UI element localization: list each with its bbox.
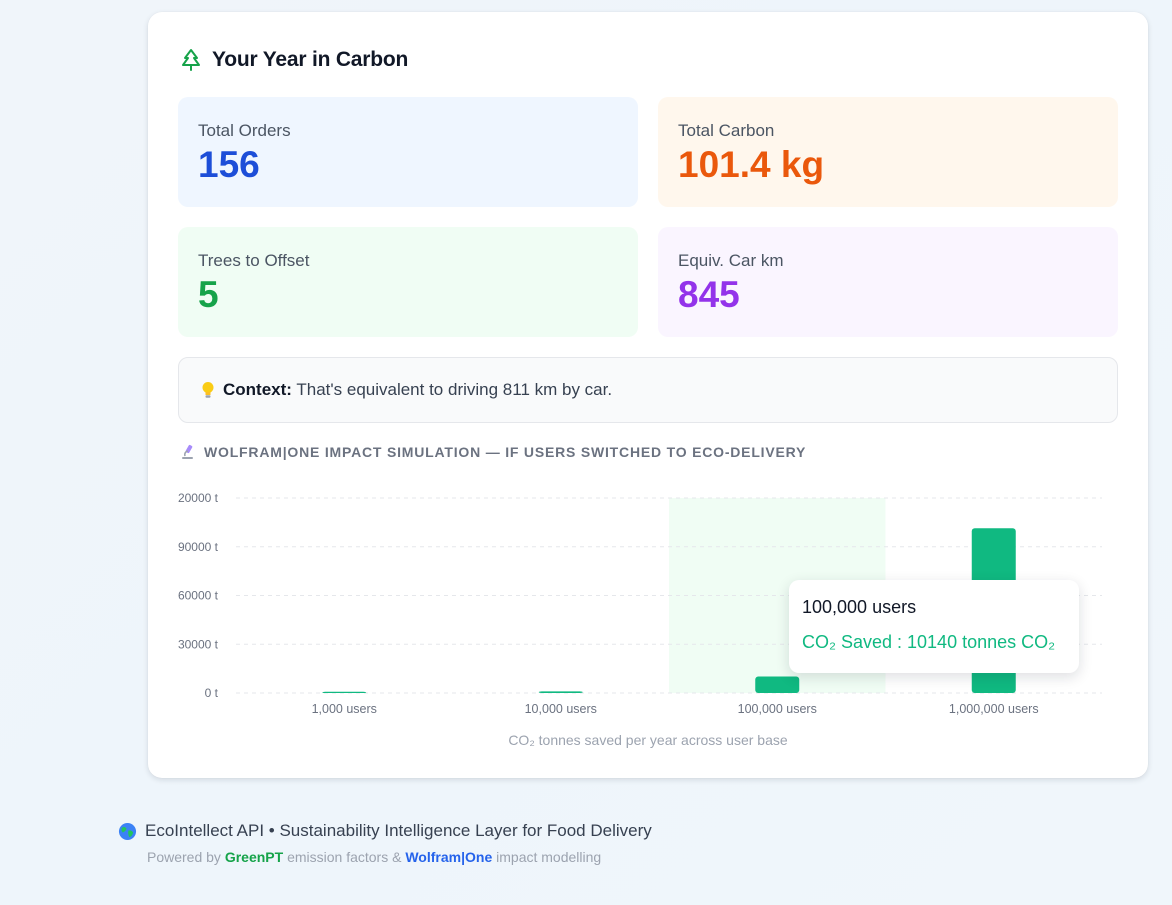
stat-value: 5: [198, 274, 219, 315]
stat-trees-to-offset: Trees to Offset 5: [178, 227, 638, 337]
stat-label: Total Orders: [198, 121, 291, 140]
stat-total-carbon: Total Carbon 101.4 kg: [658, 97, 1118, 207]
card-title: Your Year in Carbon: [212, 48, 409, 71]
tree-icon: [182, 49, 200, 71]
credits-suffix: impact modelling: [492, 849, 602, 865]
footer-title-row: EcoIntellect API • Sustainability Intell…: [118, 821, 652, 841]
stat-value: 156: [198, 144, 260, 185]
greenpt-link[interactable]: GreenPT: [224, 849, 284, 865]
globe-icon: [118, 822, 137, 840]
chart-bar: [755, 676, 800, 693]
card-header: Your Year in Carbon: [180, 46, 408, 74]
chart-ytick-label: 90000 t: [178, 540, 219, 554]
chart-bar: [322, 691, 367, 693]
chart-xtick-label: 100,000 users: [738, 702, 817, 716]
context-label: Context:: [223, 380, 292, 399]
wolfram-link[interactable]: Wolfram|One: [405, 849, 493, 865]
stat-label: Trees to Offset: [198, 251, 310, 270]
tooltip-title: 100,000 users: [802, 597, 917, 617]
stat-equiv-car-km: Equiv. Car km 845: [658, 227, 1118, 337]
chart-axis-caption: CO₂ tonnes saved per year across user ba…: [508, 732, 788, 748]
stat-label: Equiv. Car km: [678, 251, 784, 270]
credits-middle: emission factors &: [283, 849, 406, 865]
lightbulb-icon: [202, 382, 214, 398]
footer-credits: Powered by GreenPT emission factors & Wo…: [147, 849, 652, 865]
chart-xtick-label: 1,000,000 users: [949, 702, 1039, 716]
footer-title: EcoIntellect API • Sustainability Intell…: [145, 821, 652, 840]
simulation-header: WOLFRAM|ONE IMPACT SIMULATION — IF USERS…: [180, 444, 806, 460]
chart-tooltip: 100,000 users CO₂ Saved : 10140 tonnes C…: [789, 580, 1079, 673]
simulation-title: WOLFRAM|ONE IMPACT SIMULATION — IF USERS…: [204, 444, 807, 460]
chart-xtick-label: 10,000 users: [525, 702, 597, 716]
stat-label: Total Carbon: [678, 121, 775, 140]
chart-ytick-label: 120000 t: [178, 491, 219, 505]
chart-xtick-label: 1,000 users: [312, 702, 377, 716]
carbon-summary-card: Your Year in Carbon Total Orders 156 Tot…: [148, 12, 1148, 778]
chart-ytick-label: 60000 t: [178, 589, 219, 603]
stat-value: 845: [678, 274, 740, 315]
microscope-icon: [182, 444, 193, 459]
stat-total-orders: Total Orders 156: [178, 97, 638, 207]
chart-ytick-label: 0 t: [205, 686, 219, 700]
footer: EcoIntellect API • Sustainability Intell…: [118, 821, 652, 865]
context-text: That's equivalent to driving 811 km by c…: [296, 380, 613, 399]
stat-value: 101.4 kg: [678, 144, 825, 185]
chart-ytick-label: 30000 t: [178, 637, 219, 651]
credits-prefix: Powered by: [147, 849, 225, 865]
context-box: Context: That's equivalent to driving 81…: [178, 357, 1118, 423]
chart-bar: [538, 691, 583, 693]
tooltip-value: CO₂ Saved : 10140 tonnes CO₂: [802, 632, 1056, 652]
